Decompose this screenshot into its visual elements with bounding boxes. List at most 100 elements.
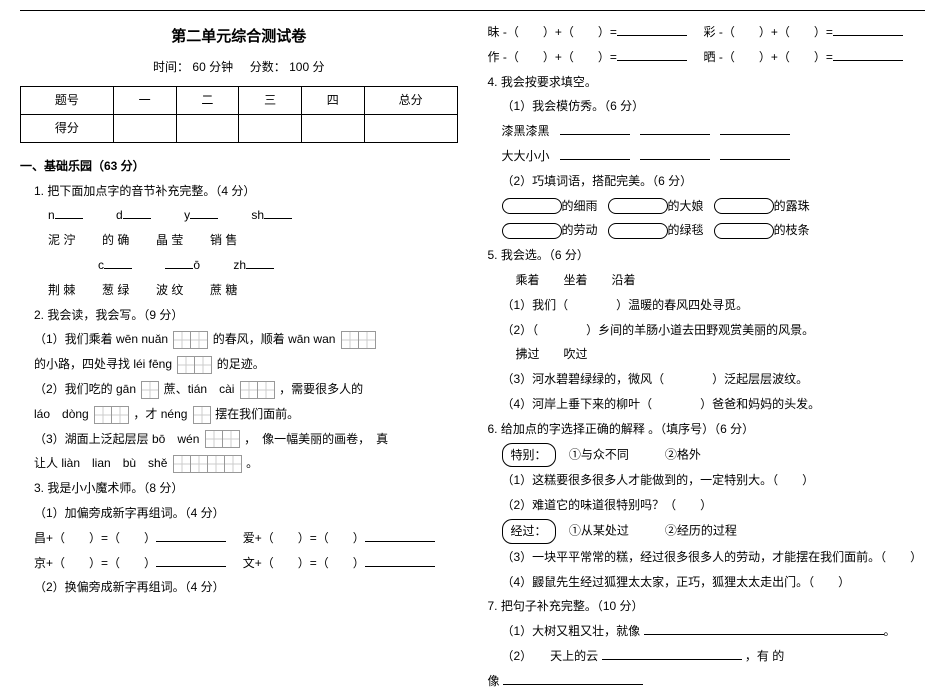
q7-line: （1）大树又粗又壮，就像 。 — [488, 620, 926, 643]
q2-line: （3）湖面上泛起层层 bō wén ， 像一幅美丽的画卷， 真 — [20, 428, 458, 451]
q4-words: 的细雨 的大娘 的露珠 — [488, 195, 926, 218]
q6-line: （3）一块平平常常的糕，经过很多很多人的劳动，才能摆在我们面前。（ ） — [488, 546, 926, 569]
q1-row: c ō zh — [20, 254, 458, 277]
blank[interactable] — [617, 24, 687, 36]
blank[interactable] — [640, 123, 710, 135]
q6-stem: 6. 给加点的字选择正确的解释 。（填序号）（6 分） — [488, 418, 926, 441]
q7-line: 像 — [488, 670, 926, 693]
q5-opts: 乘着 坐着 沿着 — [488, 269, 926, 292]
blank[interactable] — [720, 123, 790, 135]
blank[interactable] — [644, 623, 884, 635]
blank[interactable] — [833, 49, 903, 61]
q6-line: （1）这糕要很多很多人才能做到的，一定特别大。（ ） — [488, 469, 926, 492]
q4-2: （2）巧填词语，搭配完美。（6 分） — [488, 170, 926, 193]
score-cell[interactable] — [239, 115, 302, 143]
word-blank[interactable] — [608, 198, 668, 214]
q2-stem: 2. 我会读，我会写。（9 分） — [20, 304, 458, 327]
blank[interactable] — [617, 49, 687, 61]
char-grid[interactable] — [341, 331, 375, 349]
char-grid[interactable] — [141, 381, 158, 399]
word-blank[interactable] — [502, 223, 562, 239]
q4-ex: 漆黑漆黑 — [488, 120, 926, 143]
char-grid[interactable] — [94, 406, 128, 424]
word-blank[interactable] — [714, 198, 774, 214]
q5-line: （4）河岸上垂下来的柳叶（ ）爸爸和妈妈的头发。 — [488, 393, 926, 416]
table-header: 一 — [113, 87, 176, 115]
q1-stem: 1. 把下面加点字的音节补充完整。（4 分） — [20, 180, 458, 203]
q7-line: （2） 天上的云 ，有 的 — [488, 645, 926, 668]
table-header: 四 — [301, 87, 364, 115]
q5-line: （1）我们（ ）温暖的春风四处寻觅。 — [488, 294, 926, 317]
score-cell[interactable] — [176, 115, 239, 143]
char-grid[interactable] — [205, 430, 239, 448]
q5-opts: 拂过 吹过 — [488, 343, 926, 366]
table-header: 三 — [239, 87, 302, 115]
meta-line: 时间： 60 分钟 分数： 100 分 — [20, 56, 458, 79]
q3-sub2: （2）换偏旁成新字再组词。（4 分） — [20, 576, 458, 599]
score-table: 题号 一 二 三 四 总分 得分 — [20, 86, 458, 143]
blank[interactable] — [104, 257, 132, 269]
q6-line: （2）难道它的味道很特别吗？（ ） — [488, 494, 926, 517]
time-label: 时间： — [153, 60, 189, 74]
score-cell[interactable] — [301, 115, 364, 143]
word-blank[interactable] — [608, 223, 668, 239]
q5-line: （2）（ ）乡间的羊肠小道去田野观赏美丽的风景。 — [488, 319, 926, 342]
q1-row: n d y sh — [20, 204, 458, 227]
blank[interactable] — [503, 673, 643, 685]
section-head-1: 一、基础乐园（63 分） — [20, 155, 458, 178]
term-pill: 经过： — [502, 519, 556, 544]
blank[interactable] — [156, 530, 226, 542]
term-pill: 特别： — [502, 443, 556, 468]
blank[interactable] — [190, 207, 218, 219]
q1-row: 荆 棘 葱 绿 波 纹 蔗 糖 — [20, 279, 458, 302]
score-cell[interactable] — [113, 115, 176, 143]
blank[interactable] — [720, 148, 790, 160]
blank[interactable] — [165, 257, 193, 269]
table-cell: 得分 — [21, 115, 114, 143]
q3b-row: 作 -（ ）+（ ）= 晒 -（ ）+（ ）= — [488, 46, 926, 69]
table-header: 总分 — [364, 87, 457, 115]
q3-row: 京+（ ）=（ ） 文+（ ）=（ ） — [20, 552, 458, 575]
q4-ex: 大大小小 — [488, 145, 926, 168]
q4-1: （1）我会模仿秀。（6 分） — [488, 95, 926, 118]
word-blank[interactable] — [502, 198, 562, 214]
blank[interactable] — [602, 648, 742, 660]
table-header: 二 — [176, 87, 239, 115]
q3-row: 昌+（ ）=（ ） 爱+（ ）=（ ） — [20, 527, 458, 550]
q4-words: 的劳动 的绿毯 的枝条 — [488, 219, 926, 242]
q2-line: 的小路，四处寻找 léi fēng 的足迹。 — [20, 353, 458, 376]
blank[interactable] — [264, 207, 292, 219]
table-header: 题号 — [21, 87, 114, 115]
q3-stem: 3. 我是小小魔术师。（8 分） — [20, 477, 458, 500]
blank[interactable] — [560, 148, 630, 160]
q6-group: 经过： ①从某处过 ②经历的过程 — [488, 519, 926, 544]
blank[interactable] — [833, 24, 903, 36]
q6-line: （4）鼹鼠先生经过狐狸太太家，正巧，狐狸太太走出门。（ ） — [488, 571, 926, 594]
blank[interactable] — [156, 555, 226, 567]
char-grid[interactable] — [177, 356, 211, 374]
q5-stem: 5. 我会选。（6 分） — [488, 244, 926, 267]
q3-sub1: （1）加偏旁成新字再组词。（4 分） — [20, 502, 458, 525]
blank[interactable] — [640, 148, 710, 160]
blank[interactable] — [365, 555, 435, 567]
q7-stem: 7. 把句子补充完整。（10 分） — [488, 595, 926, 618]
time-value: 60 分钟 — [192, 60, 233, 74]
page-title: 第二单元综合测试卷 — [20, 23, 458, 52]
char-grid[interactable] — [173, 331, 207, 349]
q6-group: 特别： ①与众不同 ②格外 — [488, 443, 926, 468]
blank[interactable] — [246, 257, 274, 269]
char-grid[interactable] — [193, 406, 210, 424]
q2-line: （2）我们吃的 gān 蔗、tián cài ，需要很多人的 — [20, 378, 458, 401]
char-grid[interactable] — [240, 381, 274, 399]
blank[interactable] — [123, 207, 151, 219]
score-label: 分数： — [250, 60, 286, 74]
q2-line: láo dòng ，才 néng 摆在我们面前。 — [20, 403, 458, 426]
score-cell[interactable] — [364, 115, 457, 143]
q2-line: 让人 liàn lian bù shě 。 — [20, 452, 458, 475]
char-grid[interactable] — [173, 455, 241, 473]
q1-row: 泥 泞 的 确 晶 莹 销 售 — [20, 229, 458, 252]
word-blank[interactable] — [714, 223, 774, 239]
blank[interactable] — [560, 123, 630, 135]
blank[interactable] — [55, 207, 83, 219]
blank[interactable] — [365, 530, 435, 542]
